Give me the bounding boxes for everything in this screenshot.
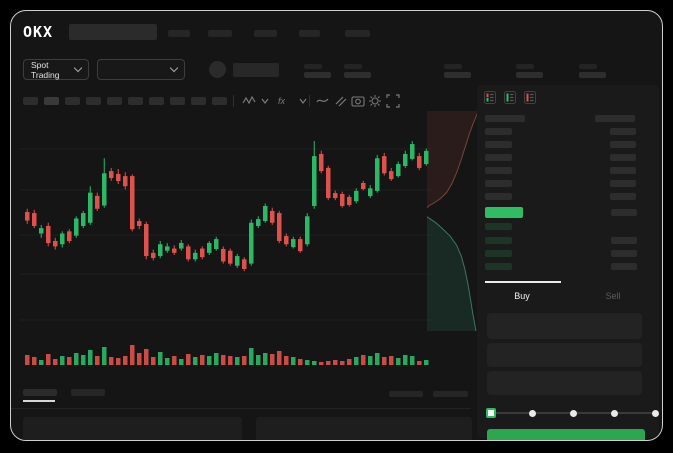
interval-button[interactable] [149,97,164,105]
order-input-0[interactable] [487,313,642,339]
nav-item[interactable] [345,30,370,37]
bottom-tab-0[interactable] [23,389,57,396]
app-window: OKX Spot Trading fx Buy Se [10,10,663,441]
divider [233,95,234,107]
sell-tab-label: Sell [605,291,621,301]
book-row-last-amount [611,209,637,216]
pair-name-placeholder [233,63,279,77]
chevron-down-icon[interactable] [257,93,273,109]
svg-text:fx: fx [278,96,286,106]
fullscreen-icon[interactable] [385,93,401,109]
order-input-2[interactable] [487,371,642,395]
book-row-last-price[interactable] [485,207,523,218]
divider [309,95,310,107]
active-tab-indicator [485,281,561,283]
chevron-down-icon [169,63,179,73]
tab-sell[interactable]: Sell [567,285,659,307]
line-tool-icon[interactable] [315,93,331,109]
chevron-down-icon [73,63,83,73]
book-row-bid-price[interactable] [485,223,512,230]
nav-item[interactable] [208,30,232,37]
slider-stop[interactable] [651,409,659,417]
book-row-header-price[interactable] [485,115,525,122]
candles-icon[interactable] [241,93,257,109]
interval-button[interactable] [86,97,101,105]
stat-label [579,64,597,69]
pair-select[interactable] [97,59,185,80]
book-row-bid-price[interactable] [485,237,512,244]
price-chart[interactable] [19,111,431,373]
book-split-view-icon[interactable] [484,91,496,104]
bottom-action-1[interactable] [433,391,468,397]
bottom-panel-0 [23,417,242,440]
book-row-ask-price[interactable] [485,180,512,187]
settings-icon[interactable] [367,93,383,109]
book-row-bid-amount [611,250,637,257]
okx-logo: OKX [23,23,54,41]
interval-button[interactable] [212,97,227,105]
bottom-action-0[interactable] [389,391,423,397]
book-row-header-amount [595,115,635,122]
stat-value [344,72,371,78]
depth-chart[interactable] [427,111,479,331]
book-row-ask-price[interactable] [485,167,512,174]
bottom-tab-indicator [23,400,55,402]
bottom-panel-1 [256,417,472,440]
book-row-bid-price[interactable] [485,250,512,257]
slider-handle[interactable] [486,408,496,418]
indicators-icon[interactable]: fx [275,93,291,109]
stat-value [304,72,331,78]
stat-value [444,72,471,78]
stat-label [444,64,462,69]
bottom-tab-1[interactable] [71,389,105,396]
search-placeholder[interactable] [69,24,157,40]
slider-stop[interactable] [528,409,536,417]
slider-stop[interactable] [569,409,577,417]
camera-icon[interactable] [350,93,366,109]
nav-item[interactable] [254,30,277,37]
book-row-ask-amount [610,180,636,187]
divider [11,408,471,409]
stat-value [579,72,606,78]
interval-button[interactable] [23,97,38,105]
market-type-label: Spot Trading [31,59,60,80]
order-input-1[interactable] [487,343,642,367]
book-row-ask-price[interactable] [485,154,512,161]
interval-button[interactable] [128,97,143,105]
nav-item[interactable] [299,30,320,37]
stat-label [516,64,534,69]
book-row-ask-amount [610,154,636,161]
market-type-select[interactable]: Spot Trading [23,59,89,80]
stat-label [344,64,362,69]
book-row-ask-amount [610,193,636,200]
interval-button[interactable] [107,97,122,105]
interval-button[interactable] [170,97,185,105]
book-row-ask-amount [610,141,636,148]
book-row-ask-price[interactable] [485,193,512,200]
tab-buy[interactable]: Buy [477,285,567,307]
eraser-icon[interactable] [333,93,349,109]
book-row-ask-amount [610,167,636,174]
interval-button[interactable] [65,97,80,105]
coin-icon [209,61,226,78]
nav-item[interactable] [168,30,190,37]
stat-label [304,64,322,69]
book-asks-view-icon[interactable] [524,91,536,104]
interval-button[interactable] [44,97,59,105]
interval-button[interactable] [191,97,206,105]
book-row-ask-price[interactable] [485,128,512,135]
buy-submit-button[interactable] [487,429,645,440]
book-row-bid-price[interactable] [485,263,512,270]
book-row-ask-price[interactable] [485,141,512,148]
stat-value [516,72,543,78]
book-bids-view-icon[interactable] [504,91,516,104]
book-row-bid-amount [611,263,637,270]
slider-stop[interactable] [610,409,618,417]
buy-tab-label: Buy [514,291,530,301]
book-row-bid-amount [611,237,637,244]
book-row-ask-amount [610,128,636,135]
chevron-down-icon[interactable] [295,93,311,109]
